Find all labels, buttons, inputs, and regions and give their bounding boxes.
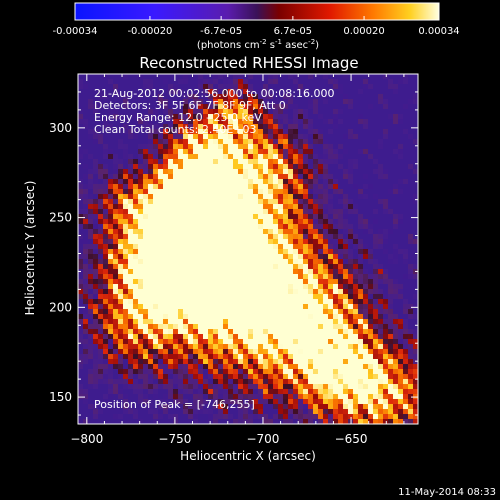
- colorbar-tick-label: -0.00034: [53, 26, 98, 37]
- x-tick-label: −750: [158, 432, 191, 446]
- x-tick-label: −800: [70, 432, 103, 446]
- colorbar-frame: [74, 2, 440, 21]
- overlay-time-range: 21-Aug-2012 00:02:56.000 to 00:08:16.000: [94, 87, 335, 100]
- axis-ticks: −800 −750 −700 −650 150 200 250 300: [49, 73, 418, 446]
- colorbar-ticks: -0.00034 -0.00020 -6.7e-05 6.7e-05 0.00020 0.…: [53, 16, 460, 37]
- y-tick-label: 200: [49, 300, 72, 314]
- y-tick-label: 300: [49, 121, 72, 135]
- colorbar-tick-label: 0.00034: [418, 26, 459, 37]
- overlay-detectors: Detectors: 3F 5F 6F 7F 8F 9F, Att 0: [94, 99, 286, 112]
- y-tick-label: 150: [49, 390, 72, 404]
- colorbar-tick-label: -6.7e-05: [200, 26, 242, 37]
- x-tick-label: −700: [246, 432, 279, 446]
- plot-frame: [77, 73, 419, 425]
- x-axis-label: Heliocentric X (arcsec): [180, 449, 316, 463]
- y-tick-label: 250: [49, 211, 72, 225]
- overlay-energy: Energy Range: 12.0 - 25.0 keV: [94, 111, 262, 124]
- colorbar-strip: [75, 3, 439, 20]
- colorbar-tick-label: -0.00020: [127, 26, 172, 37]
- y-axis-label: Heliocentric Y (arcsec): [23, 181, 37, 316]
- colorbar: -0.00034 -0.00020 -6.7e-05 6.7e-05 0.00020 0.…: [53, 2, 460, 51]
- overlay-info: 21-Aug-2012 00:02:56.000 to 00:08:16.000…: [94, 87, 335, 411]
- x-tick-label: −650: [335, 432, 368, 446]
- footer-timestamp: 11-May-2014 08:33: [398, 487, 496, 498]
- overlay-clean: Clean Total counts: 2.40E+03: [94, 123, 257, 136]
- overlay-peak-position: Position of Peak = [-746,255]: [94, 398, 255, 411]
- heatmap-image: [78, 74, 418, 424]
- colorbar-tick-label: 6.7e-05: [274, 26, 312, 37]
- colorbar-unit-label: (photons cm-2 s-1 asec-2): [197, 38, 319, 51]
- colorbar-tick-label: 0.00020: [343, 26, 384, 37]
- chart-title: Reconstructed RHESSI Image: [139, 54, 358, 72]
